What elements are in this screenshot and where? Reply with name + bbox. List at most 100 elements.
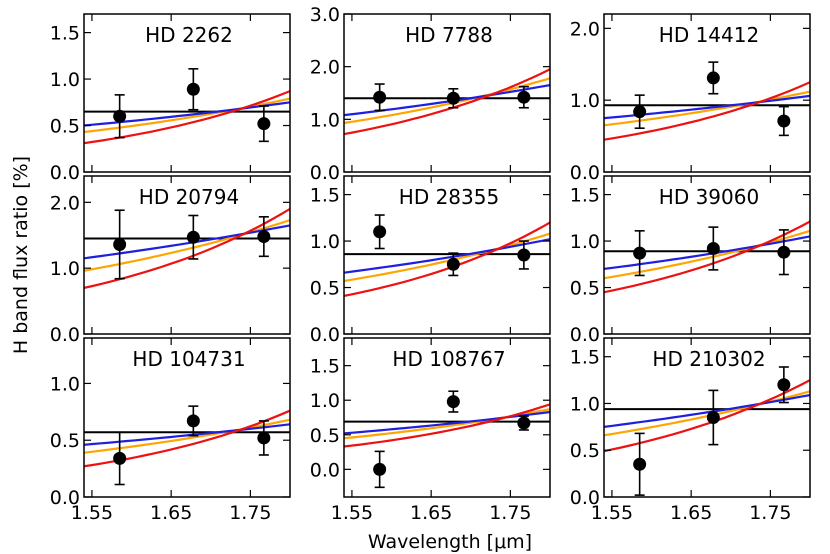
y-tick-label: 1.5 bbox=[50, 23, 80, 45]
x-tick-label: 1.55 bbox=[331, 502, 373, 524]
model-line-red bbox=[604, 220, 810, 294]
data-point bbox=[113, 237, 127, 251]
y-tick-label: 0.0 bbox=[570, 487, 600, 509]
y-tick-label: 0.5 bbox=[310, 278, 340, 300]
data-point bbox=[373, 90, 387, 104]
panel-5: 0.0 0.5 1.0 1.5 HD 28355 bbox=[310, 175, 551, 346]
x-tick-label: 1.55 bbox=[591, 502, 633, 524]
y-tick-label: 3.0 bbox=[310, 4, 340, 26]
data-point bbox=[257, 431, 271, 445]
model-line-orange bbox=[604, 229, 810, 280]
panel-9: 0.0 0.5 1.0 1.5 1.55 1.65 1.75 HD 210302 bbox=[570, 337, 811, 524]
y-tick-label: 0.0 bbox=[50, 162, 80, 184]
panel-6: 0.0 0.5 1.0 1.5 HD 39060 bbox=[570, 175, 811, 346]
y-tick-label: 0.0 bbox=[310, 459, 340, 481]
panel-title: HD 2262 bbox=[145, 23, 233, 47]
panel-1: 0.0 0.5 1.0 1.5 HD 2262 bbox=[50, 13, 291, 184]
model-line-red bbox=[604, 379, 810, 453]
data-point bbox=[446, 395, 460, 409]
data-point bbox=[257, 230, 271, 244]
y-tick-label: 0.0 bbox=[50, 324, 80, 346]
panel-frame bbox=[83, 13, 291, 173]
y-tick-label: 2.0 bbox=[570, 18, 600, 40]
y-tick-label: 1.0 bbox=[570, 90, 600, 112]
y-tick-label: 0.0 bbox=[570, 162, 600, 184]
data-point bbox=[777, 378, 791, 392]
data-point bbox=[777, 114, 791, 128]
y-tick-label: 1.0 bbox=[570, 393, 600, 415]
y-tick-label: 2.0 bbox=[310, 57, 340, 79]
panel-2: 0.0 1.0 2.0 3.0 HD 7788 bbox=[310, 4, 551, 184]
model-line-blue bbox=[84, 224, 290, 260]
panel-title: HD 108767 bbox=[392, 347, 505, 371]
data-point bbox=[186, 82, 200, 96]
panel-frame bbox=[83, 337, 291, 498]
data-point bbox=[446, 91, 460, 105]
data-point bbox=[777, 245, 791, 259]
panel-title: HD 14412 bbox=[659, 23, 759, 47]
data-point bbox=[633, 246, 647, 260]
data-point bbox=[373, 225, 387, 239]
model-line-red bbox=[604, 81, 810, 141]
y-tick-label: 1.0 bbox=[50, 258, 80, 280]
panel-frame bbox=[343, 337, 551, 498]
x-axis-label: Wavelength [μm] bbox=[368, 531, 532, 553]
panel-title: HD 28355 bbox=[399, 185, 499, 209]
x-tick-label: 1.65 bbox=[150, 502, 192, 524]
panel-title: HD 210302 bbox=[652, 347, 765, 371]
panel-title: HD 7788 bbox=[405, 23, 493, 47]
data-point bbox=[633, 105, 647, 119]
panel-frame bbox=[603, 175, 811, 335]
panel-title: HD 39060 bbox=[659, 185, 759, 209]
panel-8: 0.0 0.5 1.0 1.5 1.55 1.65 1.75 HD 108767 bbox=[310, 337, 551, 524]
y-tick-label: 0.5 bbox=[50, 116, 80, 138]
data-point bbox=[186, 414, 200, 428]
data-point bbox=[373, 462, 387, 476]
model-line-orange bbox=[604, 90, 810, 127]
panel-frame bbox=[343, 13, 551, 173]
model-line-red bbox=[344, 68, 550, 136]
model-line-blue bbox=[344, 238, 550, 274]
y-tick-label: 1.5 bbox=[310, 185, 340, 207]
data-point bbox=[633, 457, 647, 471]
model-line-orange bbox=[344, 232, 550, 283]
panel-7: 0.0 0.5 1.0 1.55 1.65 1.75 HD 104731 bbox=[50, 337, 291, 524]
data-point bbox=[257, 117, 271, 131]
y-tick-label: 1.0 bbox=[50, 69, 80, 91]
panel-3: 0.0 1.0 2.0 HD 14412 bbox=[570, 13, 811, 184]
y-tick-label: 1.0 bbox=[50, 373, 80, 395]
y-tick-label: 0.0 bbox=[310, 324, 340, 346]
x-tick-label: 1.75 bbox=[489, 502, 531, 524]
y-tick-label: 1.0 bbox=[310, 109, 340, 131]
model-line-orange bbox=[344, 77, 550, 125]
y-tick-label: 1.5 bbox=[570, 185, 600, 207]
data-point bbox=[706, 241, 720, 255]
panel-4: 0.0 1.0 2.0 HD 20794 bbox=[50, 175, 291, 346]
x-tick-label: 1.65 bbox=[670, 502, 712, 524]
y-tick-label: 0.0 bbox=[50, 487, 80, 509]
data-point bbox=[446, 257, 460, 271]
x-tick-label: 1.75 bbox=[749, 502, 791, 524]
y-tick-label: 1.0 bbox=[310, 390, 340, 412]
y-tick-label: 0.5 bbox=[310, 425, 340, 447]
y-tick-label: 0.5 bbox=[570, 440, 600, 462]
data-point bbox=[186, 230, 200, 244]
y-tick-label: 2.0 bbox=[50, 192, 80, 214]
model-line-blue bbox=[604, 394, 810, 428]
data-point bbox=[113, 109, 127, 123]
y-tick-label: 0.0 bbox=[310, 162, 340, 184]
y-tick-label: 0.5 bbox=[570, 278, 600, 300]
model-line-blue bbox=[344, 410, 550, 435]
panel-frame bbox=[343, 175, 551, 335]
data-point bbox=[517, 248, 531, 262]
y-axis-label: H band flux ratio [%] bbox=[10, 156, 32, 354]
data-point bbox=[113, 451, 127, 465]
y-tick-label: 1.5 bbox=[570, 347, 600, 369]
x-tick-label: 1.65 bbox=[410, 502, 452, 524]
model-line-blue bbox=[604, 235, 810, 270]
panel-title: HD 104731 bbox=[132, 347, 245, 371]
panel-frame bbox=[603, 13, 811, 173]
x-tick-label: 1.55 bbox=[71, 502, 113, 524]
model-line-blue bbox=[84, 423, 290, 446]
